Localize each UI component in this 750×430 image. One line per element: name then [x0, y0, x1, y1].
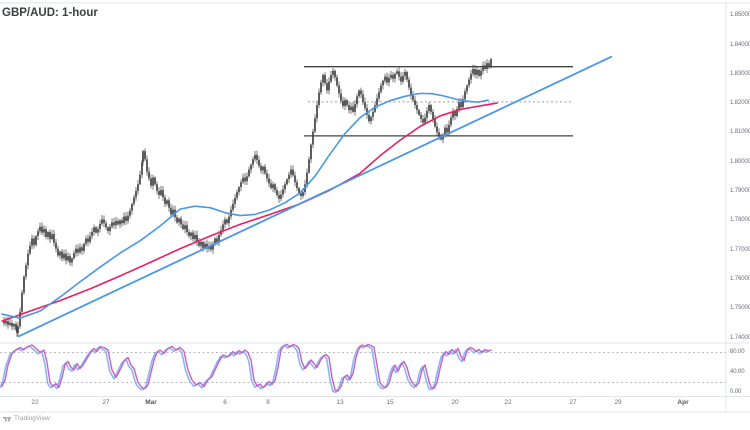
price-axis-label: 1.81000 — [730, 129, 750, 136]
stochastic-axis-label: 0.00 — [730, 389, 742, 395]
price-axis-label: 1.82000 — [730, 100, 750, 107]
time-axis-label: 29 — [614, 399, 622, 406]
price-axis-label: 1.74000 — [730, 334, 750, 341]
time-axis-label: 8 — [266, 399, 270, 406]
tradingview-logo-icon — [3, 416, 11, 422]
time-axis-label: 15 — [386, 399, 394, 406]
time-axis-label: 22 — [31, 399, 39, 406]
time-axis-label: Mar — [145, 399, 157, 406]
price-axis-label: 1.83000 — [730, 70, 750, 77]
time-axis-label: 27 — [569, 399, 577, 406]
attribution-link[interactable]: TradingView — [3, 414, 50, 422]
price-axis-label: 1.78000 — [730, 217, 750, 224]
stochastic-axis-label: 80.00 — [730, 349, 745, 355]
attribution-label: TradingView — [14, 414, 50, 422]
time-axis-label: 13 — [336, 399, 344, 406]
price-axis-label: 1.76000 — [730, 275, 750, 282]
price-axis-label: 1.80000 — [730, 158, 750, 165]
time-axis-label: 20 — [451, 399, 459, 406]
price-axis-label: 1.85000 — [730, 12, 750, 19]
time-axis-label: 6 — [223, 399, 227, 406]
time-axis-label: Apr — [677, 399, 689, 406]
time-axis-label: 27 — [102, 399, 110, 406]
price-axis-label: 1.79000 — [730, 188, 750, 195]
price-axis-label: 1.84000 — [730, 41, 750, 48]
price-axis-label: 1.75000 — [730, 305, 750, 312]
symbol-title: GBP/AUD: 1-hour — [2, 7, 98, 19]
price-axis-label: 1.77000 — [730, 246, 750, 253]
stochastic-axis-label: 40.00 — [730, 369, 745, 375]
time-axis-label: 22 — [504, 399, 512, 406]
